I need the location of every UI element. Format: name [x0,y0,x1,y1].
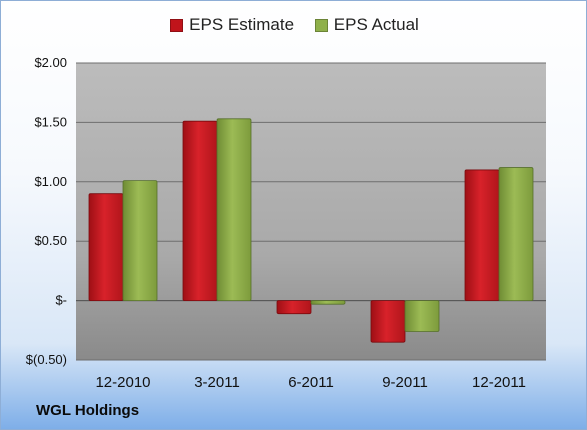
bar-estimate-12-2010 [88,193,124,301]
legend-item-actual: EPS Actual [314,15,419,35]
bar-actual-12-2010 [122,180,158,301]
bar-actual-3-2011 [216,118,252,302]
bar-actual-9-2011 [404,300,440,332]
bar-estimate-9-2011 [370,300,406,343]
bar-estimate-3-2011 [182,120,218,301]
y-tick-label: $(0.50) [26,352,67,367]
legend-swatch-estimate [170,18,184,32]
x-tick-label: 12-2010 [95,374,150,391]
y-tick-label: $1.50 [34,114,67,129]
legend-label-estimate: EPS Estimate [189,15,295,34]
x-tick-label: 9-2011 [382,374,428,391]
y-tick-label: $1.00 [34,174,67,189]
x-tick-label: 12-2011 [472,374,526,391]
legend-swatch-actual [314,18,328,32]
legend-item-estimate: EPS Estimate [170,15,294,35]
bar-estimate-6-2011 [276,300,312,315]
company-name: WGL Holdings [36,402,140,419]
y-tick-label: $- [55,293,67,308]
legend-label-actual: EPS Actual [333,15,419,34]
bar-actual-6-2011 [310,300,346,305]
legend: EPS Estimate EPS Actual [1,15,586,37]
y-tick-label: $0.50 [34,233,67,248]
bar-actual-12-2011 [498,167,534,302]
y-tick-label: $2.00 [34,55,67,70]
x-tick-label: 6-2011 [288,374,334,391]
bar-estimate-12-2011 [464,169,500,301]
x-tick-label: 3-2011 [194,374,240,391]
